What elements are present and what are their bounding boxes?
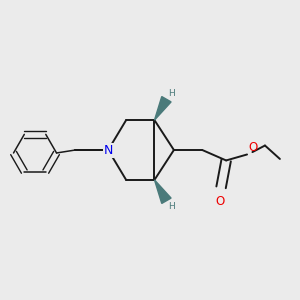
- Text: N: N: [103, 143, 113, 157]
- Text: O: O: [248, 141, 257, 154]
- Text: O: O: [215, 195, 224, 208]
- Text: H: H: [168, 202, 175, 211]
- Polygon shape: [154, 180, 171, 203]
- Text: H: H: [168, 89, 175, 98]
- Polygon shape: [154, 97, 171, 120]
